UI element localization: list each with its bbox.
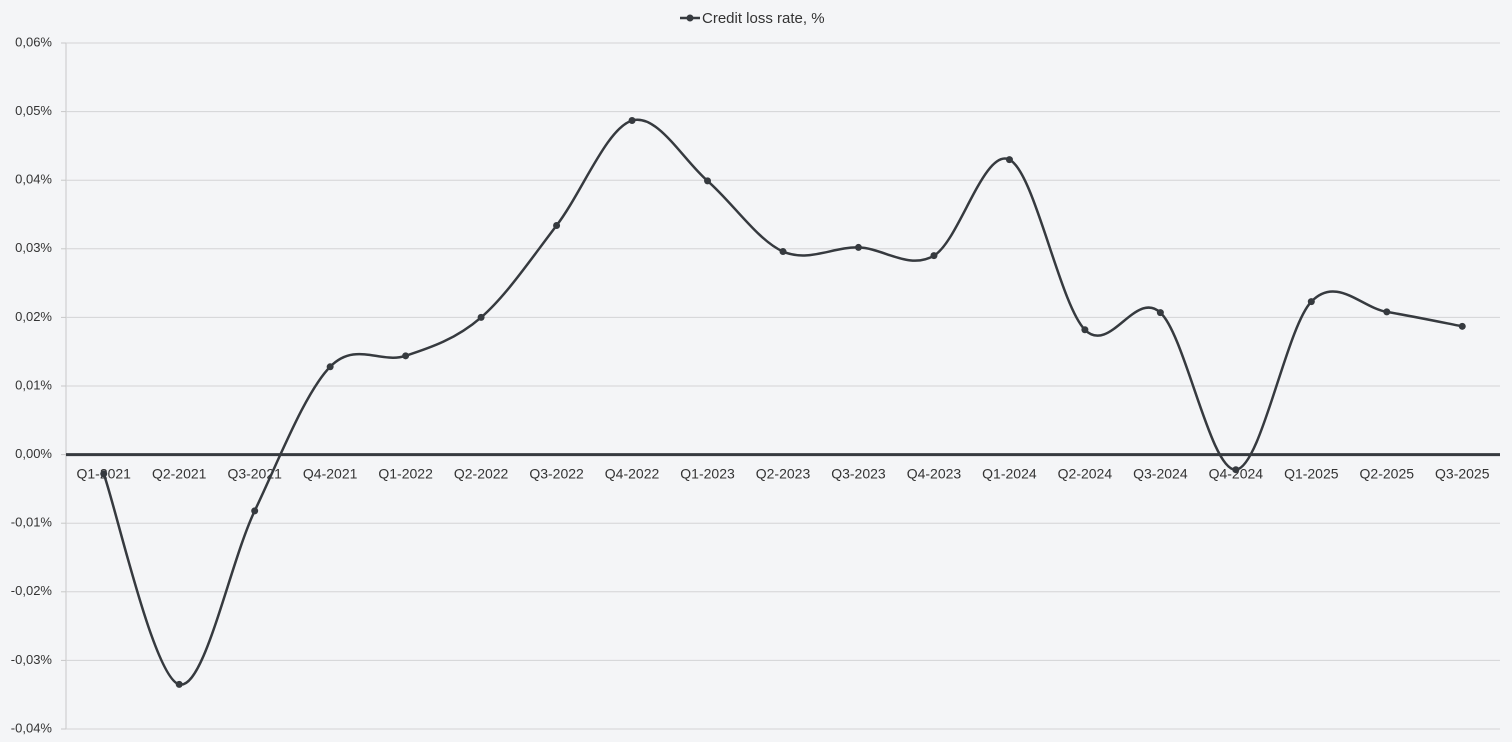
data-point bbox=[1232, 466, 1240, 474]
x-tick-label: Q2-2023 bbox=[756, 465, 811, 481]
x-tick-label: Q1-2025 bbox=[1284, 465, 1339, 481]
y-tick-label: -0,01% bbox=[11, 515, 53, 530]
x-tick-label: Q4-2024 bbox=[1209, 465, 1264, 481]
x-tick-label: Q1-2024 bbox=[982, 465, 1037, 481]
x-tick-label: Q2-2022 bbox=[454, 465, 509, 481]
y-tick-label: -0,02% bbox=[11, 583, 53, 598]
data-point bbox=[930, 252, 938, 260]
data-point bbox=[402, 352, 410, 360]
legend-label: Credit loss rate, % bbox=[702, 10, 825, 27]
x-tick-label: Q2-2025 bbox=[1360, 465, 1415, 481]
data-point bbox=[100, 470, 108, 478]
legend-marker bbox=[686, 14, 694, 22]
x-tick-label: Q3-2023 bbox=[831, 465, 886, 481]
y-tick-label: 0,06% bbox=[15, 34, 52, 49]
x-tick-label: Q3-2024 bbox=[1133, 465, 1188, 481]
x-tick-label: Q2-2024 bbox=[1058, 465, 1113, 481]
x-tick-label: Q2-2021 bbox=[152, 465, 207, 481]
y-tick-label: 0,01% bbox=[15, 377, 52, 392]
x-tick-label: Q3-2025 bbox=[1435, 465, 1490, 481]
x-tick-label: Q3-2022 bbox=[529, 465, 584, 481]
x-tick-label: Q4-2022 bbox=[605, 465, 660, 481]
data-point bbox=[704, 177, 712, 185]
data-point bbox=[553, 221, 561, 229]
data-point bbox=[779, 248, 787, 256]
data-point bbox=[1005, 156, 1013, 164]
x-tick-label: Q4-2021 bbox=[303, 465, 358, 481]
data-point bbox=[251, 507, 259, 515]
y-tick-label: 0,05% bbox=[15, 103, 52, 118]
y-tick-label: 0,03% bbox=[15, 240, 52, 255]
y-tick-label: -0,03% bbox=[11, 652, 53, 667]
data-point bbox=[326, 363, 334, 371]
x-tick-label: Q1-2023 bbox=[680, 465, 735, 481]
data-point bbox=[477, 313, 485, 321]
data-point bbox=[1458, 322, 1466, 330]
y-tick-label: 0,00% bbox=[15, 446, 52, 461]
x-tick-label: Q4-2023 bbox=[907, 465, 962, 481]
y-tick-label: -0,04% bbox=[11, 720, 53, 735]
data-point bbox=[1383, 308, 1391, 316]
data-point bbox=[1081, 326, 1089, 334]
data-point bbox=[628, 117, 636, 125]
data-point bbox=[1156, 309, 1164, 317]
y-tick-label: 0,02% bbox=[15, 309, 52, 324]
data-point bbox=[175, 680, 183, 688]
data-point bbox=[1307, 298, 1315, 306]
x-tick-label: Q1-2022 bbox=[378, 465, 433, 481]
y-tick-label: 0,04% bbox=[15, 172, 52, 187]
data-point bbox=[854, 243, 862, 251]
x-tick-label: Q3-2021 bbox=[227, 465, 282, 481]
